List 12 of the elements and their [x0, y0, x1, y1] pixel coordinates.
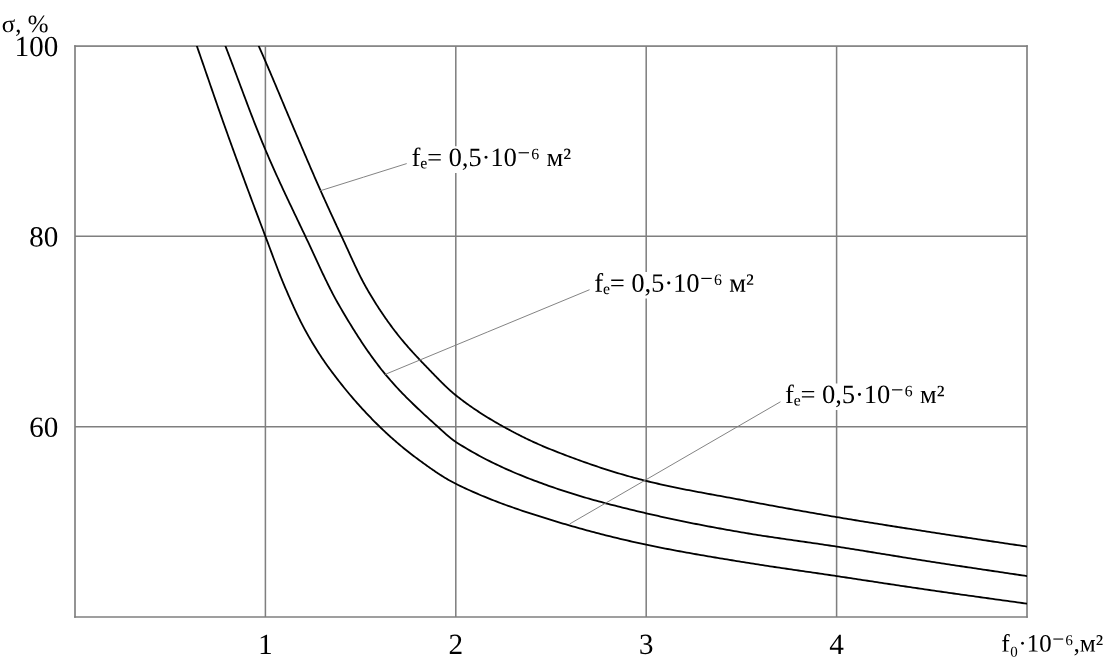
y-tick-label: 100: [17, 36, 58, 57]
x-axis-title: f₀·10⁻⁶,м²: [1002, 633, 1103, 657]
annotation: fₑ= 0,5·10⁻⁶ м²: [595, 273, 754, 296]
annotation: fₑ= 0,5·10⁻⁶ м²: [785, 384, 944, 408]
y-tick-label: 60: [30, 417, 58, 438]
y-tick-label: 80: [30, 227, 58, 247]
x-tick-label: 3: [640, 634, 653, 655]
x-tick-label: 1: [260, 634, 271, 654]
y-axis-title: σ, %: [2, 15, 48, 36]
annotation: fₑ= 0,5·10⁻⁶ м²: [412, 147, 571, 171]
x-tick-label: 4: [829, 634, 844, 654]
x-tick-label: 2: [449, 634, 462, 654]
